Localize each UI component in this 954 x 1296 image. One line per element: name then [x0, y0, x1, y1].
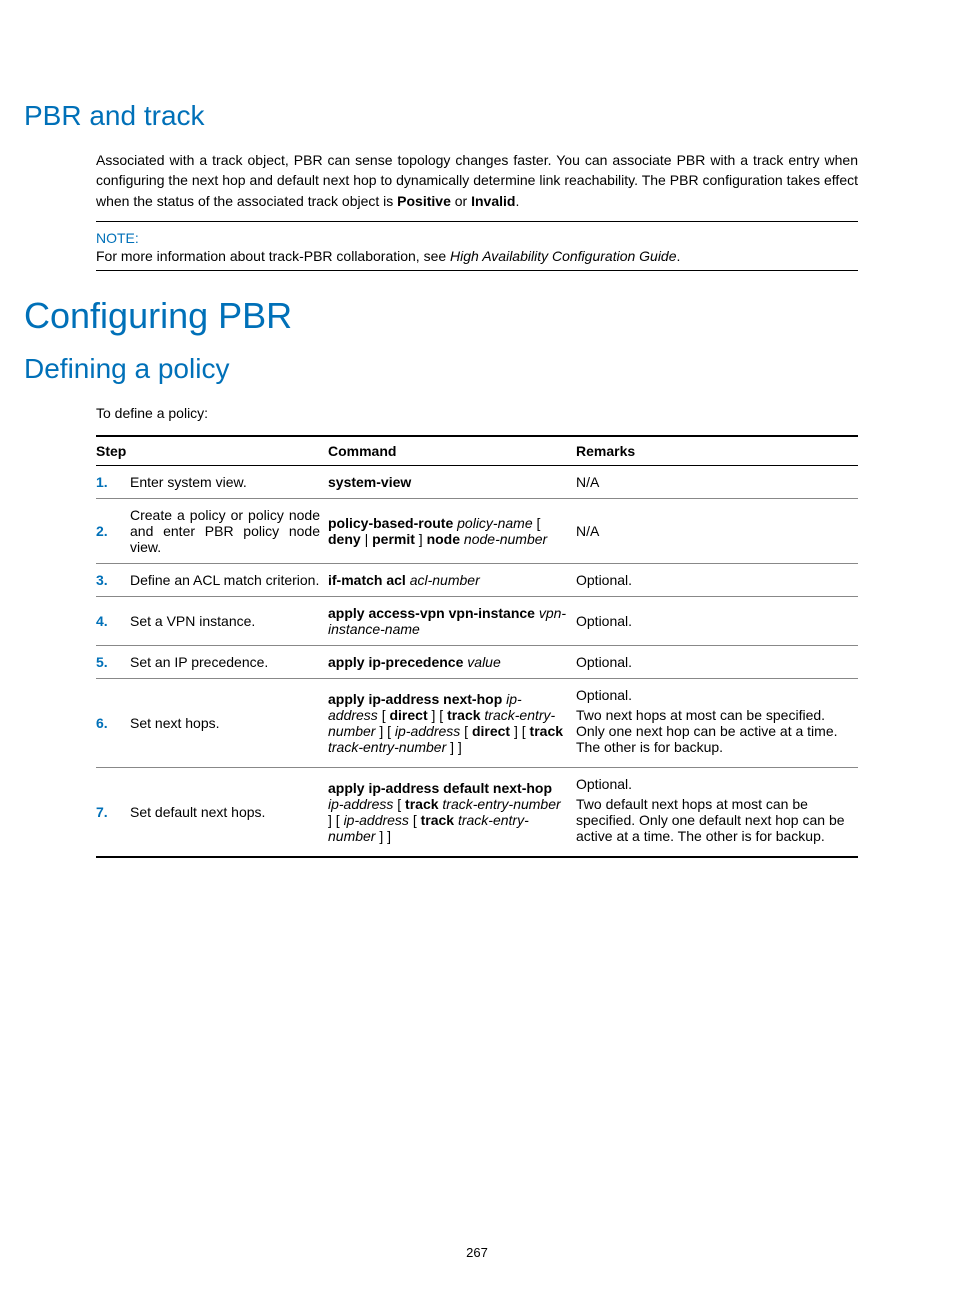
step-remarks: Optional.	[576, 597, 858, 646]
step-remarks: Optional. Two next hops at most can be s…	[576, 679, 858, 768]
table-row: 5. Set an IP precedence. apply ip-preced…	[96, 646, 858, 679]
table-header-row: Step Command Remarks	[96, 436, 858, 466]
th-remarks: Remarks	[576, 436, 858, 466]
step-desc: Set default next hops.	[130, 768, 328, 858]
step-desc: Set an IP precedence.	[130, 646, 328, 679]
step-command: apply ip-precedence value	[328, 646, 576, 679]
table-row: 3. Define an ACL match criterion. if-mat…	[96, 564, 858, 597]
step-command: system-view	[328, 466, 576, 499]
step-remarks: N/A	[576, 499, 858, 564]
step-desc: Set next hops.	[130, 679, 328, 768]
note-text: For more information about track-PBR col…	[96, 248, 858, 264]
remarks-line: Optional.	[576, 687, 850, 703]
step-desc: Set a VPN instance.	[130, 597, 328, 646]
lead-text: To define a policy:	[96, 403, 858, 423]
step-command: apply ip-address default next-hop ip-add…	[328, 768, 576, 858]
step-num: 5.	[96, 646, 130, 679]
remarks-line: Optional.	[576, 776, 850, 792]
section-heading-defining-policy: Defining a policy	[24, 353, 858, 385]
step-remarks: N/A	[576, 466, 858, 499]
para-bold-positive: Positive	[397, 193, 451, 209]
table-row: 2. Create a policy or policy node and en…	[96, 499, 858, 564]
table-row: 1. Enter system view. system-view N/A	[96, 466, 858, 499]
page-number: 267	[0, 1245, 954, 1260]
remarks-line: Two default next hops at most can be spe…	[576, 796, 850, 844]
step-remarks: Optional. Two default next hops at most …	[576, 768, 858, 858]
th-step: Step	[96, 436, 328, 466]
step-command: if-match acl acl-number	[328, 564, 576, 597]
table-row: 4. Set a VPN instance. apply access-vpn …	[96, 597, 858, 646]
table-row: 6. Set next hops. apply ip-address next-…	[96, 679, 858, 768]
note-post: .	[677, 248, 681, 264]
para-text-3: .	[515, 193, 519, 209]
pbr-track-paragraph: Associated with a track object, PBR can …	[96, 150, 858, 211]
step-desc: Define an ACL match criterion.	[130, 564, 328, 597]
step-num: 7.	[96, 768, 130, 858]
note-em: High Availability Configuration Guide	[450, 248, 676, 264]
note-box: NOTE: For more information about track-P…	[96, 221, 858, 271]
remarks-line: Two next hops at most can be specified. …	[576, 707, 850, 755]
step-num: 2.	[96, 499, 130, 564]
step-num: 6.	[96, 679, 130, 768]
section-heading-pbr-track: PBR and track	[24, 100, 858, 132]
step-desc: Enter system view.	[130, 466, 328, 499]
steps-table: Step Command Remarks 1. Enter system vie…	[96, 435, 858, 858]
document-page: PBR and track Associated with a track ob…	[0, 0, 954, 1296]
step-num: 3.	[96, 564, 130, 597]
step-num: 1.	[96, 466, 130, 499]
th-command: Command	[328, 436, 576, 466]
step-remarks: Optional.	[576, 646, 858, 679]
step-command: apply access-vpn vpn-instance vpn-instan…	[328, 597, 576, 646]
step-num: 4.	[96, 597, 130, 646]
step-command: apply ip-address next-hop ip-address [ d…	[328, 679, 576, 768]
para-text-2: or	[451, 193, 471, 209]
step-command: policy-based-route policy-name [ deny | …	[328, 499, 576, 564]
step-remarks: Optional.	[576, 564, 858, 597]
section-heading-configuring-pbr: Configuring PBR	[24, 295, 858, 337]
note-label: NOTE:	[96, 230, 858, 246]
para-bold-invalid: Invalid	[471, 193, 515, 209]
note-pre: For more information about track-PBR col…	[96, 248, 450, 264]
table-row: 7. Set default next hops. apply ip-addre…	[96, 768, 858, 858]
step-desc: Create a policy or policy node and enter…	[130, 499, 328, 564]
